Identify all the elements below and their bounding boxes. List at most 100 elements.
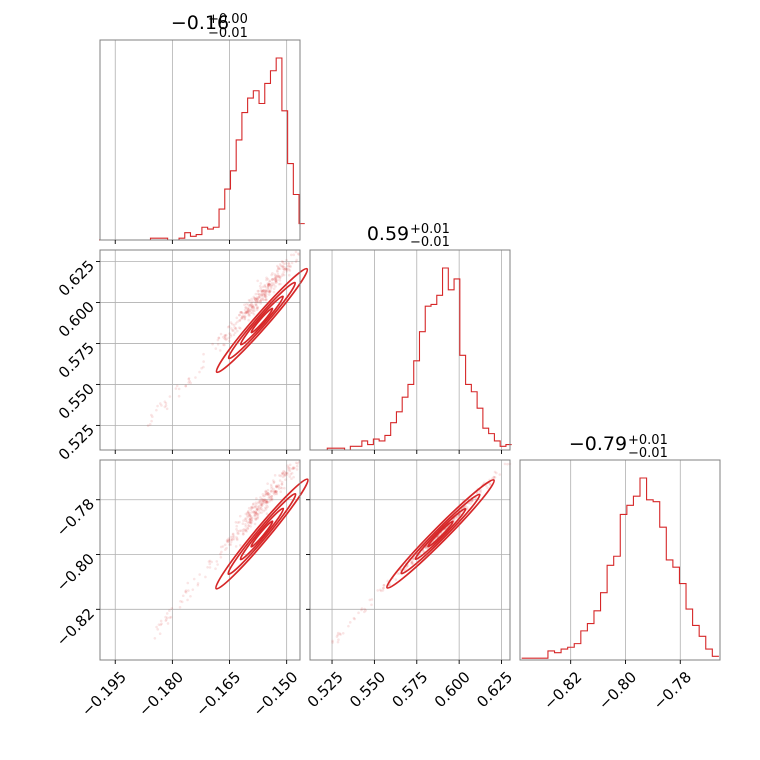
scatter-point-p20 — [287, 468, 290, 472]
scatter-point-p20 — [274, 492, 278, 495]
scatter-point-p20 — [159, 619, 163, 623]
scatter-point-p20 — [281, 475, 285, 479]
scatter-point-p10 — [252, 305, 256, 309]
scatter-point-p10 — [202, 352, 205, 356]
scatter-point-p20 — [248, 517, 252, 521]
scatter-point-p10 — [254, 298, 258, 301]
scatter-point-p10 — [247, 310, 251, 314]
scatter-point-p10 — [287, 268, 291, 271]
scatter-point-p20 — [283, 474, 287, 478]
scatter-point-p20 — [266, 501, 269, 504]
scatter-point-p20 — [261, 501, 265, 504]
scatter-point-p10 — [264, 285, 268, 289]
scatter-point-p10 — [280, 265, 284, 268]
scatter-point-p20 — [242, 527, 246, 531]
scatter-point-p20 — [279, 490, 283, 494]
scatter-point-p10 — [267, 290, 271, 294]
scatter-point-p10 — [249, 311, 253, 315]
scatter-point-p10 — [234, 322, 238, 325]
scatter-point-p20 — [273, 474, 277, 477]
scatter-point-p20 — [273, 490, 277, 493]
scatter-point-p20 — [286, 464, 290, 467]
scatter-point-p10 — [273, 273, 277, 276]
scatter-point-p20 — [239, 529, 243, 533]
scatter-point-p21 — [410, 561, 414, 565]
scatter-point-p10 — [272, 283, 275, 287]
scatter-point-p20 — [265, 492, 268, 496]
scatter-point-p10 — [221, 335, 225, 339]
scatter-point-p20 — [242, 519, 245, 522]
scatter-point-p20 — [248, 514, 252, 517]
scatter-point-p21 — [336, 631, 340, 635]
scatter-point-p10 — [222, 343, 225, 347]
scatter-point-p20 — [257, 504, 261, 508]
scatter-point-p20 — [256, 513, 260, 516]
scatter-point-p10 — [238, 313, 241, 317]
scatter-point-p10 — [274, 276, 278, 279]
scatter-point-p20 — [248, 520, 251, 524]
grid-layer — [100, 40, 681, 660]
scatter-point-p10 — [256, 305, 260, 309]
scatter-point-p10 — [258, 295, 261, 299]
scatter-point-p10 — [281, 265, 285, 268]
scatter-point-p20 — [208, 562, 212, 566]
scatter-point-p20 — [275, 484, 278, 488]
scatter-point-p10 — [246, 311, 250, 315]
scatter-point-p21 — [370, 598, 374, 601]
scatter-point-p21 — [364, 609, 367, 612]
scatter-point-p20 — [207, 560, 211, 563]
scatter-point-p10 — [211, 342, 214, 346]
scatter-point-p20 — [237, 532, 240, 535]
scatter-point-p20 — [248, 520, 252, 524]
scatter-point-p10 — [264, 295, 268, 298]
scatter-point-p10 — [260, 291, 264, 295]
scatter-point-p10 — [270, 285, 273, 289]
scatter-point-p10 — [219, 332, 223, 336]
scatter-point-p21 — [470, 499, 474, 503]
scatter-point-p20 — [228, 543, 231, 546]
scatter-point-p20 — [252, 511, 256, 514]
x-tick-label-p20-3: −0.150 — [249, 668, 301, 720]
scatter-point-p20 — [268, 495, 272, 499]
scatter-point-p10 — [236, 329, 239, 333]
scatter-point-p10 — [248, 303, 252, 307]
scatter-point-p20 — [269, 483, 273, 487]
scatter-point-p10 — [260, 290, 264, 293]
scatter-point-p20 — [266, 488, 270, 492]
scatter-point-p20 — [250, 506, 254, 510]
scatter-point-p10 — [278, 279, 282, 282]
scatter-point-p10 — [268, 280, 271, 283]
scatter-point-p10 — [257, 293, 261, 296]
scatter-point-p10 — [247, 318, 250, 322]
scatter-point-p21 — [457, 514, 460, 517]
scatter-point-p20 — [269, 498, 273, 501]
scatter-point-p20 — [256, 501, 260, 505]
scatter-point-p20 — [252, 510, 255, 513]
scatter-point-p20 — [280, 472, 284, 476]
scatter-point-p20 — [178, 605, 182, 609]
scatter-point-p20 — [288, 463, 292, 467]
scatter-point-p20 — [278, 487, 281, 490]
scatter-point-p10 — [150, 419, 153, 423]
scatter-point-p10 — [250, 308, 254, 312]
scatter-point-p20 — [250, 510, 253, 514]
x-tick-label-p20-0: −0.195 — [78, 668, 130, 720]
scatter-point-p20 — [265, 504, 268, 507]
scatter-point-p20 — [225, 539, 229, 543]
scatter-point-p10 — [292, 253, 296, 257]
y-tick-label-p10-4: 0.625 — [55, 257, 98, 300]
scatter-point-p20 — [198, 573, 201, 576]
scatter-point-p10 — [263, 285, 266, 288]
scatter-point-p20 — [186, 598, 189, 602]
scatter-point-p10 — [281, 267, 285, 271]
scatter-point-p20 — [155, 625, 158, 629]
scatter-point-p20 — [263, 498, 267, 501]
scatter-point-p10 — [287, 262, 291, 265]
scatter-point-p10 — [243, 308, 247, 312]
scatter-point-p10 — [229, 321, 233, 324]
scatter-point-p20 — [231, 532, 235, 536]
scatter-point-p10 — [278, 274, 281, 278]
scatter-point-p20 — [238, 520, 241, 524]
scatter-point-p20 — [266, 482, 269, 485]
scatter-point-p10 — [261, 288, 265, 292]
